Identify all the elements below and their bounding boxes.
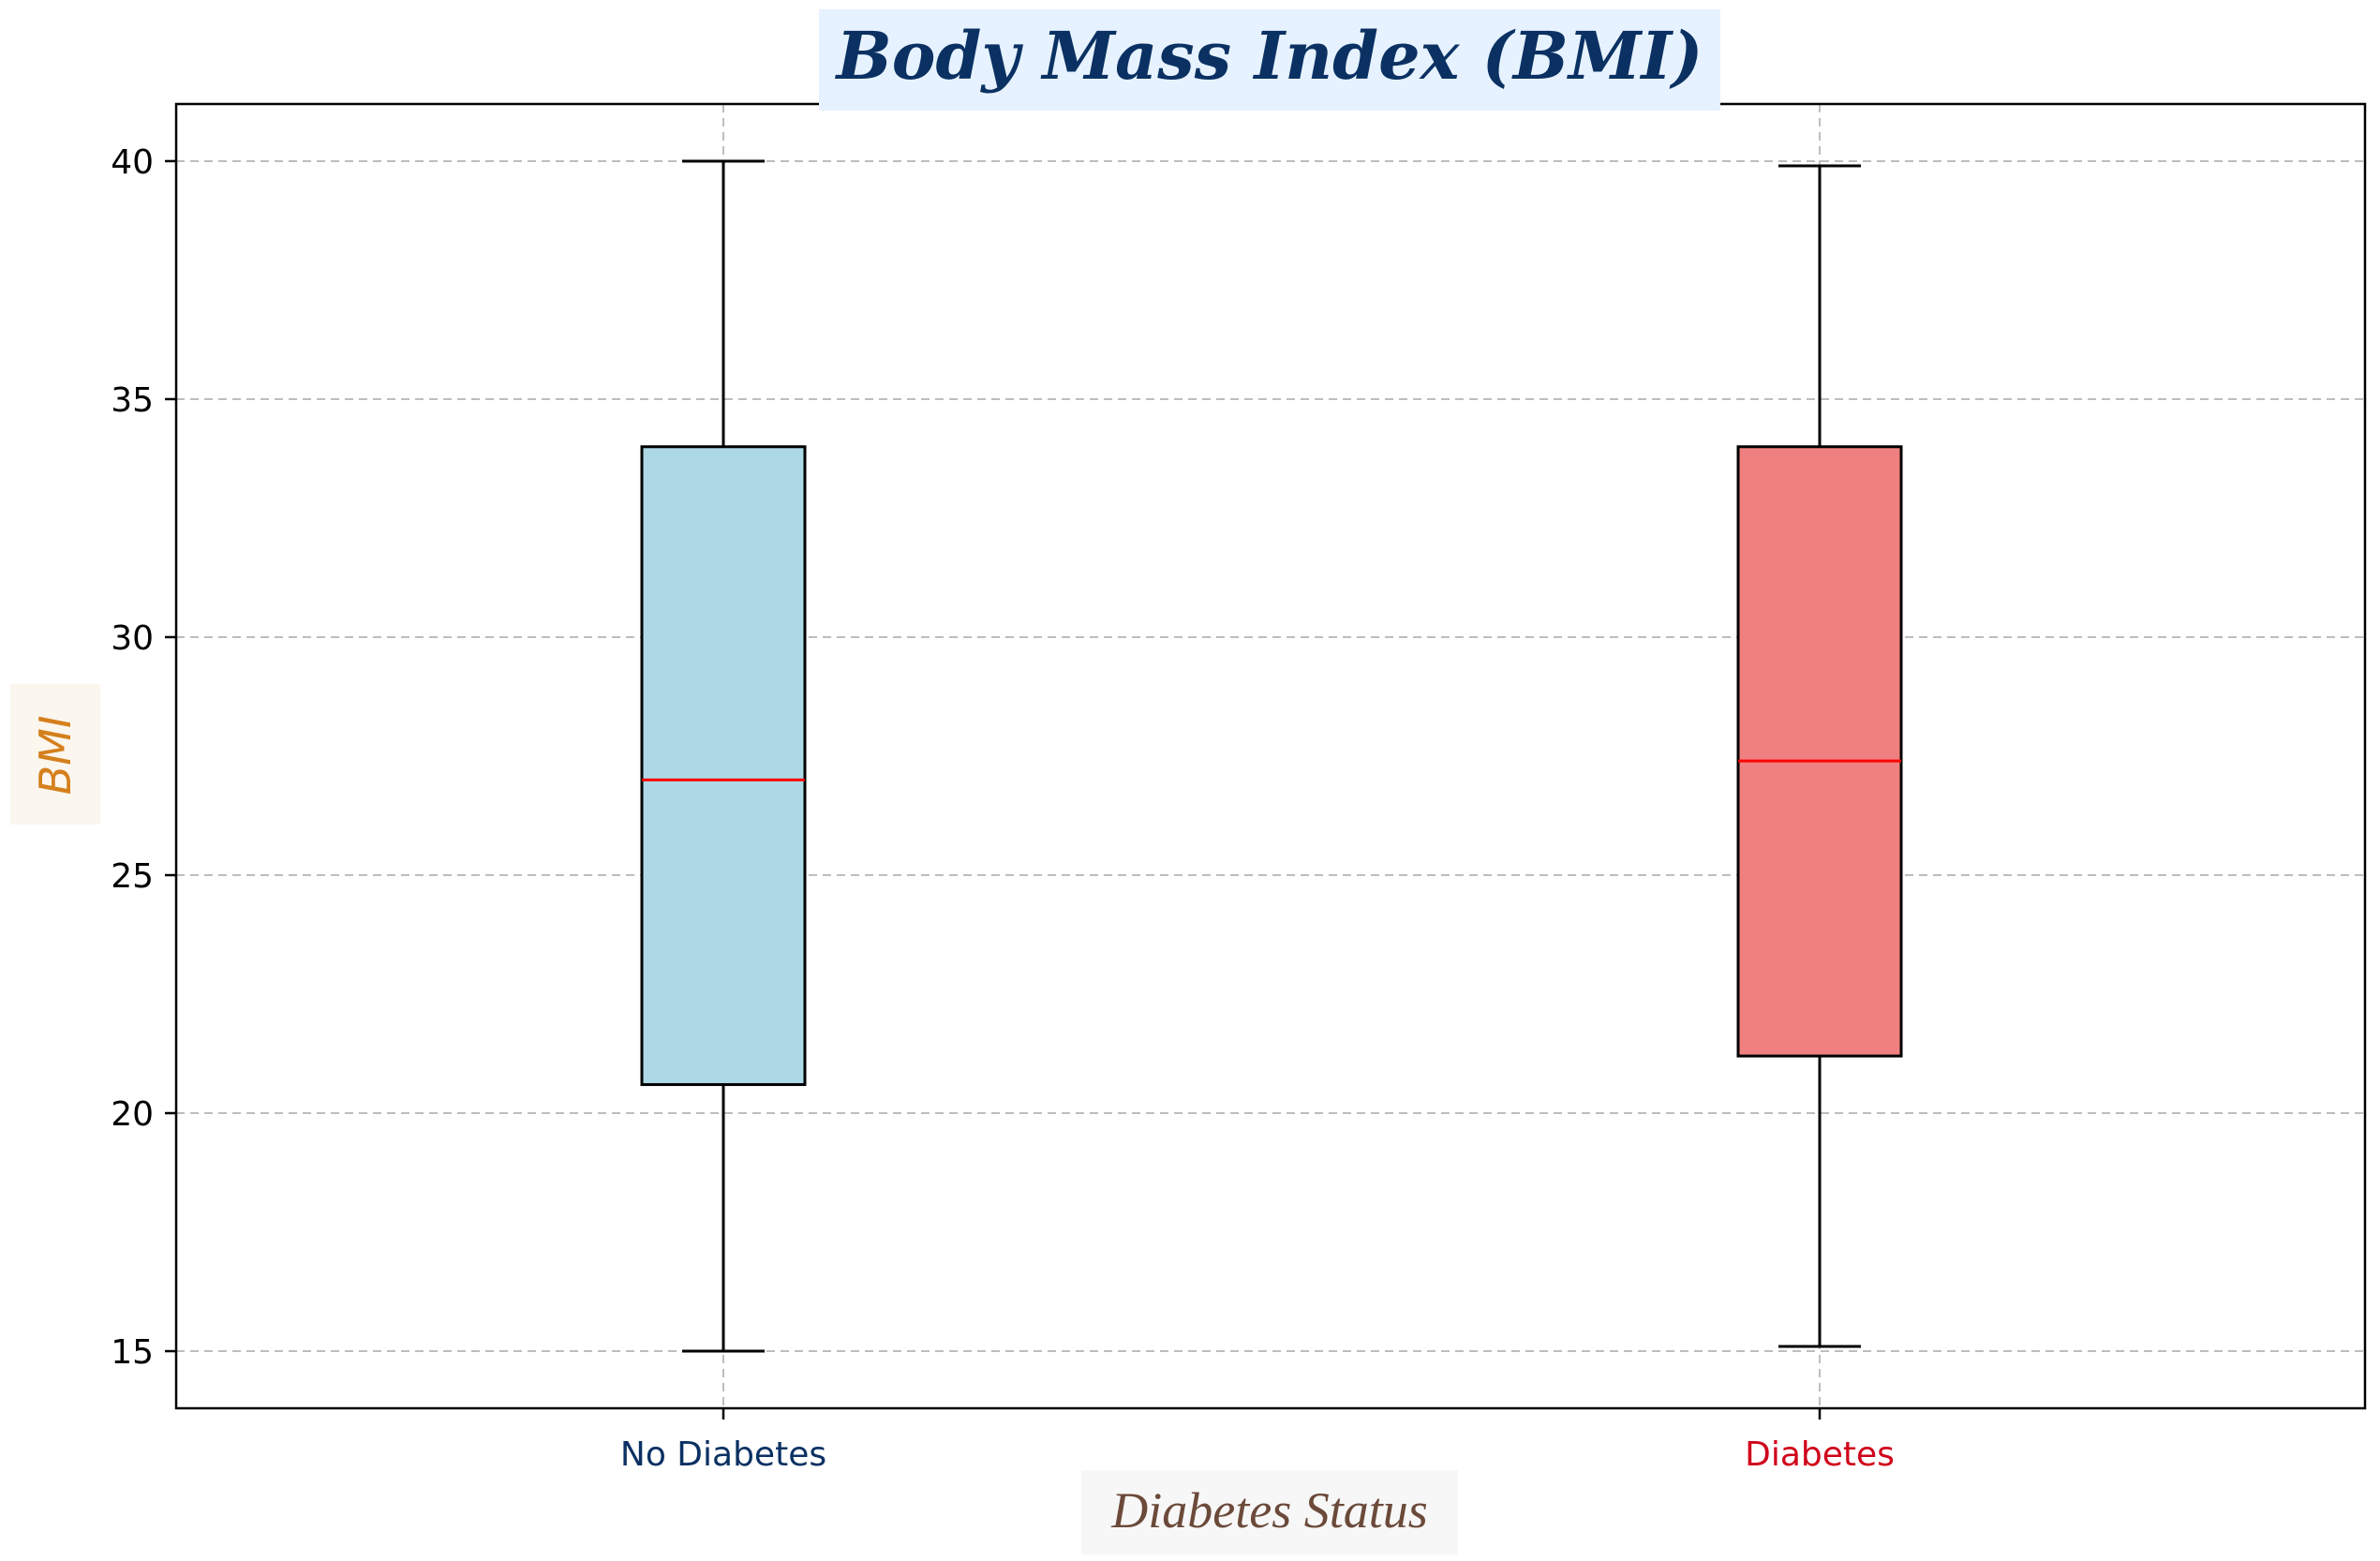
box-group-no-diabetes — [640, 159, 807, 1353]
box-group-diabetes — [1736, 164, 1903, 1348]
iqr-box-no-diabetes — [640, 445, 807, 1087]
x-axis-label-background — [1081, 1470, 1458, 1554]
x-tick-label-no-diabetes: No Diabetes — [620, 1435, 826, 1474]
axis-ticks: 15 20 25 30 35 40 No Diabetes Diabetes — [111, 143, 1895, 1474]
iqr-box-diabetes — [1736, 445, 1903, 1058]
y-axis-label: BMI — [30, 716, 81, 795]
grid-lines — [176, 104, 2365, 1408]
plot-frame — [174, 102, 2367, 1410]
y-tick-label-15: 15 — [111, 1333, 154, 1372]
x-tick-label-diabetes: Diabetes — [1745, 1435, 1895, 1474]
chart-title: Body Mass Index (BMI) — [835, 17, 1703, 95]
y-tick-label-40: 40 — [111, 143, 154, 182]
x-axis-label: Diabetes Status — [1110, 1482, 1427, 1539]
y-tick-label-20: 20 — [111, 1095, 154, 1134]
title-background — [819, 9, 1720, 111]
y-axis-label-background — [10, 684, 100, 825]
y-tick-label-30: 30 — [111, 619, 154, 658]
y-tick-label-35: 35 — [111, 381, 154, 420]
box-elements — [640, 159, 1903, 1353]
y-tick-label-25: 25 — [111, 857, 154, 896]
